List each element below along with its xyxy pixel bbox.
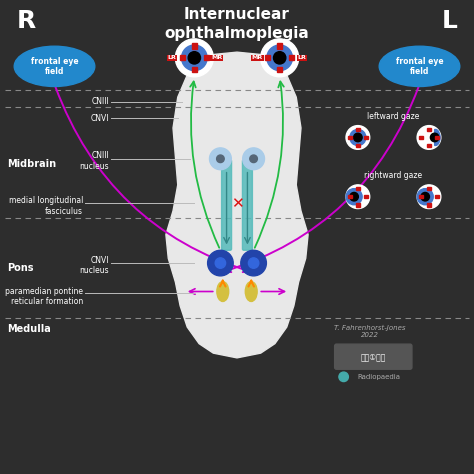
Bar <box>419 136 423 139</box>
Bar <box>356 128 360 131</box>
Circle shape <box>346 189 362 205</box>
Circle shape <box>350 192 358 201</box>
Text: T. Fahrenhorst-Jones
2022: T. Fahrenhorst-Jones 2022 <box>334 325 405 338</box>
Bar <box>427 203 431 207</box>
Text: Medulla: Medulla <box>7 324 51 335</box>
Bar <box>364 195 368 199</box>
Text: medial longitudinal
fasciculus: medial longitudinal fasciculus <box>9 197 83 216</box>
Wedge shape <box>435 129 443 146</box>
Circle shape <box>215 258 226 268</box>
Circle shape <box>243 148 264 170</box>
Bar <box>348 195 352 199</box>
FancyBboxPatch shape <box>242 160 252 250</box>
Circle shape <box>188 52 201 64</box>
Bar <box>277 67 283 72</box>
Text: MR: MR <box>211 55 222 60</box>
Circle shape <box>350 129 366 146</box>
Text: frontal eye
field: frontal eye field <box>396 57 443 76</box>
Circle shape <box>354 133 362 142</box>
Ellipse shape <box>217 282 229 301</box>
FancyBboxPatch shape <box>222 160 231 250</box>
Bar <box>356 203 360 207</box>
Circle shape <box>210 148 231 170</box>
Text: CNVI: CNVI <box>91 114 109 123</box>
Text: Internuclear: Internuclear <box>184 7 290 22</box>
Circle shape <box>261 39 299 77</box>
FancyBboxPatch shape <box>335 344 412 369</box>
Text: leftward gaze: leftward gaze <box>367 112 419 120</box>
Ellipse shape <box>246 282 257 301</box>
Text: CNIII: CNIII <box>91 98 109 106</box>
Circle shape <box>241 250 266 276</box>
Text: ophthalmoplegia: ophthalmoplegia <box>164 26 310 41</box>
Circle shape <box>208 250 233 276</box>
Circle shape <box>430 133 439 142</box>
Text: rightward gaze: rightward gaze <box>365 171 422 180</box>
Text: paramedian pontine
reticular formation: paramedian pontine reticular formation <box>5 287 83 306</box>
Text: Ⓒⓒ①ⓢⒶ: Ⓒⓒ①ⓢⒶ <box>360 353 386 361</box>
Circle shape <box>339 372 348 382</box>
Text: MR: MR <box>252 55 263 60</box>
Bar <box>435 195 439 199</box>
Text: L: L <box>442 9 457 33</box>
Text: LR: LR <box>298 55 306 60</box>
Bar <box>435 136 439 139</box>
Text: Midbrain: Midbrain <box>7 158 56 169</box>
Text: LR: LR <box>168 55 176 60</box>
Bar <box>419 195 423 199</box>
Text: CNIII
nucleus: CNIII nucleus <box>80 152 109 171</box>
Circle shape <box>417 189 433 205</box>
Bar <box>356 187 360 191</box>
Bar <box>427 128 431 131</box>
Text: Radiopaedia: Radiopaedia <box>358 374 401 380</box>
Bar <box>265 55 271 60</box>
Circle shape <box>417 185 441 209</box>
Circle shape <box>248 258 259 268</box>
Bar <box>348 136 352 139</box>
Bar <box>356 144 360 147</box>
Polygon shape <box>166 52 308 358</box>
Circle shape <box>182 45 207 71</box>
Text: frontal eye
field: frontal eye field <box>31 57 78 76</box>
Ellipse shape <box>14 46 95 86</box>
Bar <box>427 144 431 147</box>
Bar <box>364 136 368 139</box>
Circle shape <box>273 52 286 64</box>
Ellipse shape <box>379 46 460 86</box>
Circle shape <box>217 155 224 163</box>
Circle shape <box>417 126 441 149</box>
Bar <box>427 187 431 191</box>
Circle shape <box>175 39 213 77</box>
Bar <box>180 55 185 60</box>
Bar <box>191 44 197 49</box>
Bar <box>277 44 283 49</box>
Bar <box>204 55 209 60</box>
Text: ✕: ✕ <box>231 196 243 211</box>
Circle shape <box>346 185 370 209</box>
Circle shape <box>346 126 370 149</box>
Text: R: R <box>17 9 36 33</box>
Text: CNVI
nucleus: CNVI nucleus <box>80 256 109 275</box>
Circle shape <box>267 45 292 71</box>
Circle shape <box>421 192 429 201</box>
Bar <box>191 67 197 72</box>
Circle shape <box>250 155 257 163</box>
Bar <box>289 55 294 60</box>
Text: Pons: Pons <box>7 263 34 273</box>
